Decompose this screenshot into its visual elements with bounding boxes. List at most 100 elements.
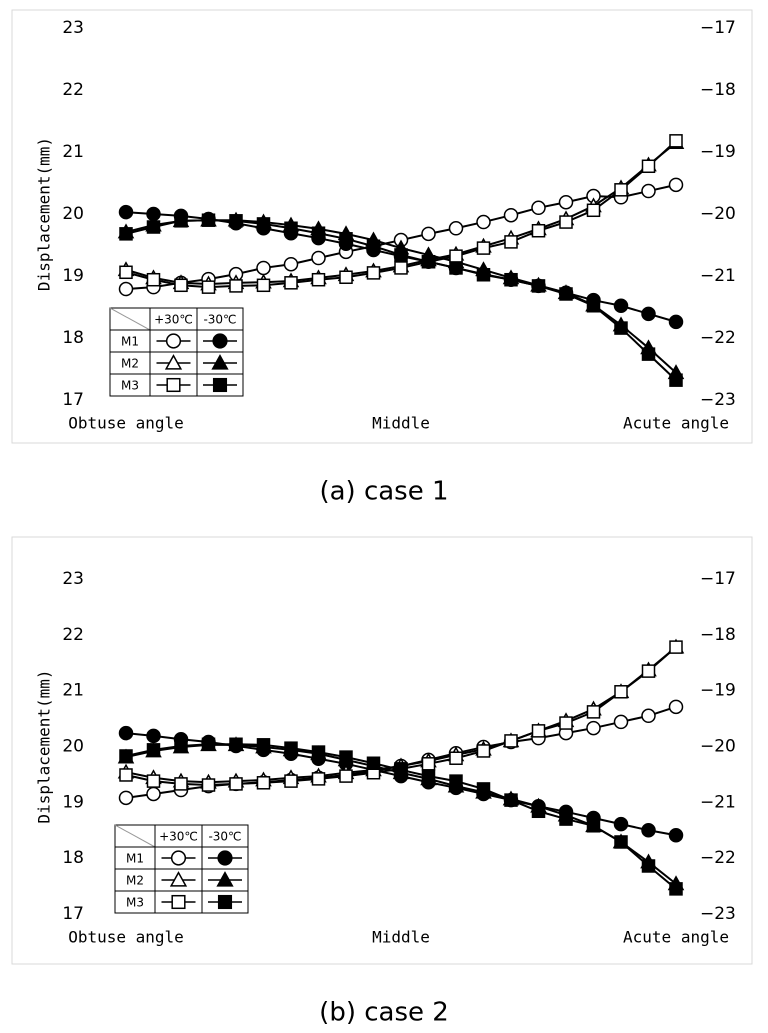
chart-frame (11, 536, 753, 965)
marker (449, 261, 463, 275)
marker (146, 774, 161, 788)
marker (421, 254, 436, 269)
marker (668, 314, 684, 330)
marker (531, 279, 546, 293)
y-tick-label: 19 (62, 266, 84, 286)
marker (476, 268, 491, 282)
y-tick-label: 17 (62, 904, 84, 924)
marker (229, 214, 243, 228)
marker (641, 306, 656, 322)
marker (669, 373, 683, 387)
marker (614, 835, 628, 849)
marker (118, 281, 134, 297)
y2-tick-label: −22 (700, 328, 736, 348)
marker (119, 227, 133, 241)
marker (119, 749, 133, 763)
legend-header: -30℃ (208, 830, 241, 844)
marker (284, 276, 298, 290)
y2-tick-label: −20 (700, 737, 736, 757)
marker (394, 763, 408, 777)
marker (614, 321, 628, 335)
marker (201, 737, 216, 752)
marker (504, 235, 518, 249)
x-tick-label: Acute angle (623, 414, 729, 433)
marker (394, 248, 408, 262)
marker (641, 159, 656, 174)
marker (146, 728, 161, 744)
marker (146, 743, 161, 757)
marker (256, 260, 271, 276)
y2-tick-label: −23 (700, 390, 736, 410)
marker (146, 786, 161, 802)
marker (166, 377, 181, 393)
marker (311, 745, 326, 759)
marker (668, 699, 684, 715)
marker (339, 270, 353, 284)
legend-label: M1 (121, 335, 139, 349)
marker (366, 239, 381, 253)
y-tick-label: 20 (62, 204, 84, 224)
marker (165, 333, 182, 349)
marker (641, 183, 656, 199)
marker (503, 207, 519, 223)
legend-label: M2 (126, 874, 144, 888)
y-tick-label: 22 (62, 625, 84, 645)
marker (201, 280, 216, 294)
marker (311, 250, 326, 266)
marker (559, 812, 573, 826)
marker (421, 769, 436, 783)
marker (212, 333, 228, 349)
marker (311, 772, 326, 786)
marker (119, 768, 133, 782)
marker (394, 261, 408, 275)
marker (641, 664, 656, 678)
y-tick-label: 21 (62, 142, 84, 162)
marker (559, 215, 573, 229)
marker (614, 183, 628, 197)
marker (613, 714, 629, 730)
marker (504, 793, 518, 807)
marker (449, 249, 463, 263)
x-tick-label: Obtuse angle (68, 928, 184, 947)
x-tick-label: Middle (372, 414, 430, 433)
marker (118, 725, 134, 741)
marker (146, 272, 161, 287)
marker (164, 354, 183, 370)
y2-tick-label: −19 (700, 681, 736, 701)
marker (211, 354, 229, 370)
marker (283, 256, 299, 272)
y2-tick-label: −23 (700, 904, 736, 924)
legend-label: M1 (126, 852, 144, 866)
marker (641, 859, 656, 873)
x-tick-label: Middle (372, 928, 430, 947)
marker (212, 377, 228, 393)
marker (586, 705, 601, 719)
y-tick-label: 18 (62, 848, 84, 868)
marker (201, 778, 216, 792)
y-tick-label: 21 (62, 681, 84, 701)
y2-tick-label: −20 (700, 204, 736, 224)
marker (421, 226, 436, 242)
marker (669, 134, 683, 148)
y2-tick-label: −22 (700, 848, 736, 868)
marker (476, 782, 491, 796)
legend-header: -30℃ (203, 313, 236, 327)
marker (448, 221, 464, 236)
marker (216, 871, 234, 887)
marker (339, 232, 353, 246)
marker (229, 737, 243, 752)
marker (613, 816, 629, 832)
chart: 17 18 19 20 21 22 23 −23 −22 −21 −20 −19 −18 −17 Obtus… (11, 9, 753, 507)
marker (366, 756, 381, 770)
marker (174, 214, 188, 228)
marker (174, 777, 188, 791)
marker (559, 716, 573, 730)
y2-tick-label: −21 (700, 792, 736, 812)
y-tick-label: 17 (62, 390, 84, 410)
marker (586, 819, 601, 833)
marker (531, 724, 546, 738)
y-axis-label: Displacement(mm) (35, 669, 54, 823)
marker (614, 685, 628, 699)
marker (476, 744, 491, 758)
marker (119, 265, 133, 280)
